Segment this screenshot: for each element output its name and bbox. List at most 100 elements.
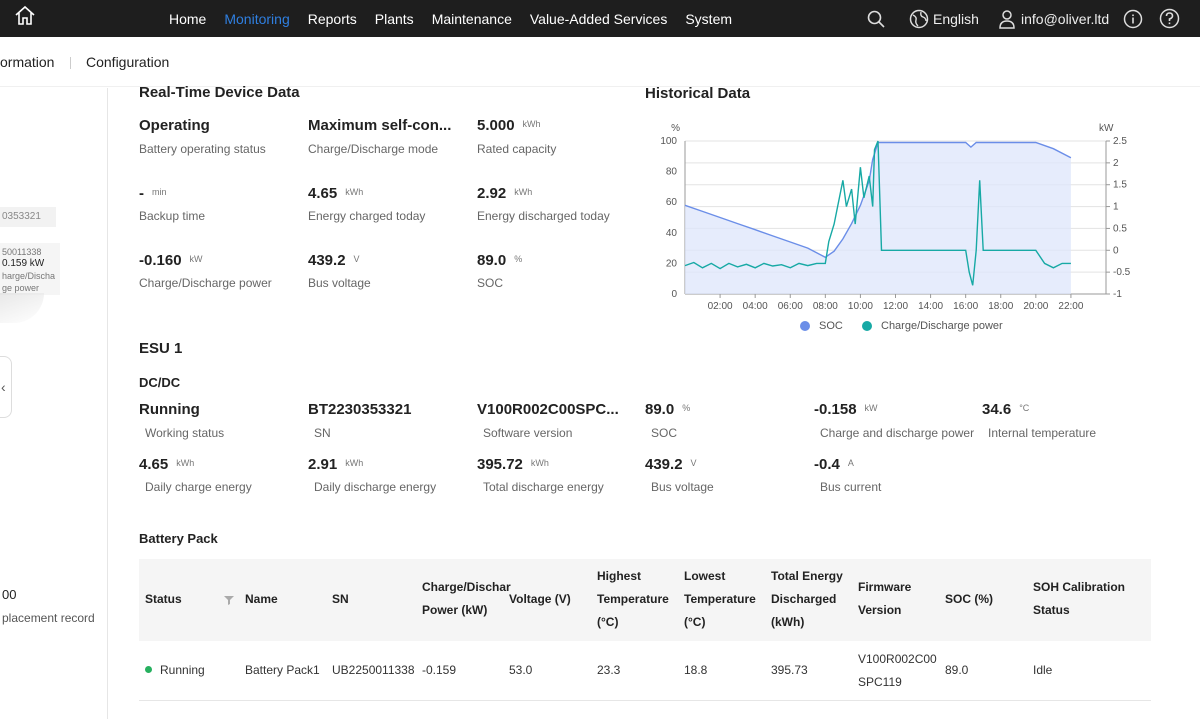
x-tick-label-9: 20:00 xyxy=(1023,301,1048,312)
cell-name: Battery Pack1 xyxy=(245,663,320,677)
nav-system[interactable]: System xyxy=(685,10,733,27)
user-menu[interactable]: info@oliver.ltd xyxy=(998,0,1109,37)
soc-line xyxy=(684,141,1072,259)
nav-maintenance[interactable]: Maintenance xyxy=(431,10,512,27)
cell-status: Running xyxy=(145,659,205,682)
esu-value-4: -0.158 kW xyxy=(814,401,878,418)
tab-configuration[interactable]: Configuration xyxy=(86,54,170,70)
x-tick-label-5: 12:00 xyxy=(883,301,908,312)
esu-value-5: 34.6 °C xyxy=(982,401,1030,418)
rt-value-1: Maximum self-con... xyxy=(308,117,452,134)
x-tick-label-10: 22:00 xyxy=(1058,301,1083,312)
left-tick-label-3: 60 xyxy=(666,197,678,208)
nav-value-added-services[interactable]: Value-Added Services xyxy=(529,10,668,27)
esu-label-5: Internal temperature xyxy=(988,426,1097,440)
table-row[interactable]: Running Battery Pack1 UB2250011338 -0.15… xyxy=(139,641,1151,701)
legend-soc[interactable]: SOC xyxy=(800,320,843,332)
home-icon[interactable] xyxy=(13,4,37,28)
nav-plants[interactable]: Plants xyxy=(374,10,414,27)
esu-label-3: SOC xyxy=(651,426,678,440)
nav-home[interactable]: Home xyxy=(169,10,207,27)
esu-title: ESU 1 xyxy=(139,340,183,357)
esu-value-10: -0.4 A xyxy=(814,456,854,473)
left-device-card[interactable]: 50011338 0.159 kW harge/Discha ge power xyxy=(0,243,60,295)
x-tick-label-4: 10:00 xyxy=(848,301,873,312)
x-tick-label-0: 02:00 xyxy=(708,301,733,312)
x-tick-label-6: 14:00 xyxy=(918,301,943,312)
th-status[interactable]: Status xyxy=(145,592,182,606)
replacement-record-link[interactable]: placement record xyxy=(2,611,95,625)
esu-value-8: 395.72 kWh xyxy=(477,456,549,473)
esu-label-4: Charge and discharge power xyxy=(820,426,975,440)
language-label: English xyxy=(933,10,979,27)
left-tick-label-5: 100 xyxy=(660,136,677,147)
esu-label-2: Software version xyxy=(483,426,573,440)
nav-reports[interactable]: Reports xyxy=(307,10,357,27)
info-button[interactable] xyxy=(1123,0,1143,37)
left-card-power: 0.159 kW xyxy=(2,258,45,269)
right-axis-unit: kW xyxy=(1099,123,1114,134)
collapse-panel-button[interactable]: ‹ xyxy=(0,356,12,418)
left-tick-label-2: 40 xyxy=(666,228,678,239)
rt-value-5: 2.92 kWh xyxy=(477,185,533,202)
legend-power-swatch xyxy=(862,321,872,331)
rt-value-8: 89.0% xyxy=(477,252,523,269)
th-firmware: Firmware Version xyxy=(858,580,912,617)
cell-soh: Idle xyxy=(1033,663,1053,677)
search-button[interactable] xyxy=(866,0,886,37)
cell-power: -0.159 xyxy=(422,663,457,677)
x-tick-label-7: 16:00 xyxy=(953,301,978,312)
esu-label-8: Total discharge energy xyxy=(483,480,604,494)
right-tick-label-5: 0 xyxy=(1113,245,1119,256)
tab-information[interactable]: ormation xyxy=(0,54,55,70)
rt-value-7: 439.2 V xyxy=(308,252,360,269)
rt-label-6: Charge/Discharge power xyxy=(139,276,272,290)
power-line xyxy=(684,140,1071,286)
rt-label-0: Battery operating status xyxy=(139,142,266,156)
cell-soc: 89.0 xyxy=(945,663,969,677)
th-name: Name xyxy=(245,592,278,606)
right-tick-label-3: 1 xyxy=(1113,202,1119,213)
language-selector[interactable]: English xyxy=(909,0,979,37)
rt-label-7: Bus voltage xyxy=(308,276,371,290)
esu-label-0: Working status xyxy=(145,426,225,440)
top-bar: Home Monitoring Reports Plants Maintenan… xyxy=(0,0,1200,37)
left-card-label-1: harge/Discha xyxy=(2,271,56,281)
historical-chart[interactable]: 2.5 2 1.5 1 0.5 0 -0.5 -1 0 20 40 60 80 100% kW 02:00 04… xyxy=(648,118,1138,316)
esu-label-10: Bus current xyxy=(820,480,882,494)
rt-value-6: -0.160 kW xyxy=(139,252,203,269)
legend-power[interactable]: Charge/Discharge power xyxy=(862,320,1003,332)
th-power: Charge/Dischar Power (kW) xyxy=(422,580,511,617)
x-tick-label-2: 06:00 xyxy=(778,301,803,312)
historical-title: Historical Data xyxy=(645,85,751,102)
esu-value-1: BT2230353321 xyxy=(308,401,412,418)
info-icon xyxy=(1123,9,1143,28)
esu-value-7: 2.91 kWh xyxy=(308,456,364,473)
filter-icon[interactable] xyxy=(224,595,234,605)
th-total-energy: Total Energy Discharged (kWh) xyxy=(771,569,843,629)
rt-label-5: Energy discharged today xyxy=(477,209,610,223)
status-running-dot xyxy=(145,666,152,673)
th-highest-temp: Highest Temperature (°C) xyxy=(597,569,669,629)
left-number: 00 xyxy=(2,587,17,602)
legend-soc-swatch xyxy=(800,321,810,331)
battery-pack-title: Battery Pack xyxy=(139,531,218,546)
left-tick-label-0: 0 xyxy=(671,289,677,300)
right-tick-label-6: -0.5 xyxy=(1113,267,1131,278)
rt-value-4: 4.65 kWh xyxy=(308,185,364,202)
help-button[interactable] xyxy=(1159,0,1180,37)
esu-label-6: Daily charge energy xyxy=(145,480,252,494)
legend-power-label: Charge/Discharge power xyxy=(881,320,1003,332)
left-panel: 0353321 50011338 0.159 kW harge/Discha g… xyxy=(0,88,108,719)
table-header: Status Name SN Charge/Dischar Power (kW) … xyxy=(139,559,1151,641)
nav-monitoring[interactable]: Monitoring xyxy=(224,10,290,27)
esu-value-2: V100R002C00SPC... xyxy=(477,401,619,418)
esu-value-3: 89.0% xyxy=(645,401,691,418)
rt-value-0: Operating xyxy=(139,117,210,134)
x-tick-label-8: 18:00 xyxy=(988,301,1013,312)
left-tick-label-4: 80 xyxy=(666,167,678,178)
left-card-sn: 50011338 xyxy=(2,247,42,257)
rt-label-4: Energy charged today xyxy=(308,209,426,223)
cell-sn: UB2250011338 xyxy=(332,663,415,677)
th-sn: SN xyxy=(332,592,349,606)
